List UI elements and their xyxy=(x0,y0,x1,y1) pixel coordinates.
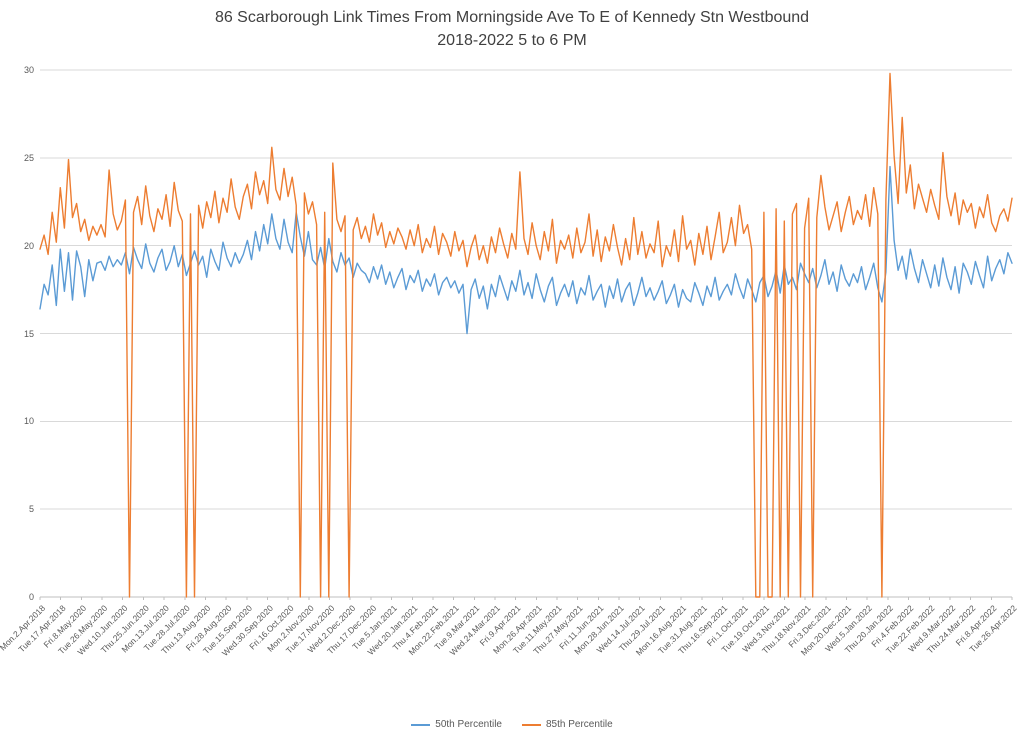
legend-label: 85th Percentile xyxy=(546,719,613,730)
series-line-50th-percentile xyxy=(39,165,1013,335)
legend-line-swatch xyxy=(522,723,541,726)
y-axis-label: 20 xyxy=(23,240,34,251)
legend-label: 50th Percentile xyxy=(435,719,502,730)
legend-item-50th-percentile: 50th Percentile xyxy=(411,719,502,730)
chart-title-line1: 86 Scarborough Link Times From Morningsi… xyxy=(214,9,810,26)
chart-title: 86 Scarborough Link Times From Morningsi… xyxy=(0,6,1024,52)
y-axis-label: 5 xyxy=(28,504,34,515)
chart-title-line2: 2018-2022 5 to 6 PM xyxy=(437,32,587,49)
y-axis-label: 0 xyxy=(28,592,34,602)
legend-item-85th-percentile: 85th Percentile xyxy=(522,719,613,730)
y-axis-label: 30 xyxy=(23,65,34,75)
legend: 50th Percentile 85th Percentile xyxy=(0,719,1024,730)
y-axis-label: 10 xyxy=(23,416,34,427)
y-axis-label: 15 xyxy=(23,328,34,339)
legend-line-swatch xyxy=(411,723,431,726)
series-line-85th-percentile xyxy=(39,72,1013,598)
y-axis-label: 25 xyxy=(23,152,34,163)
